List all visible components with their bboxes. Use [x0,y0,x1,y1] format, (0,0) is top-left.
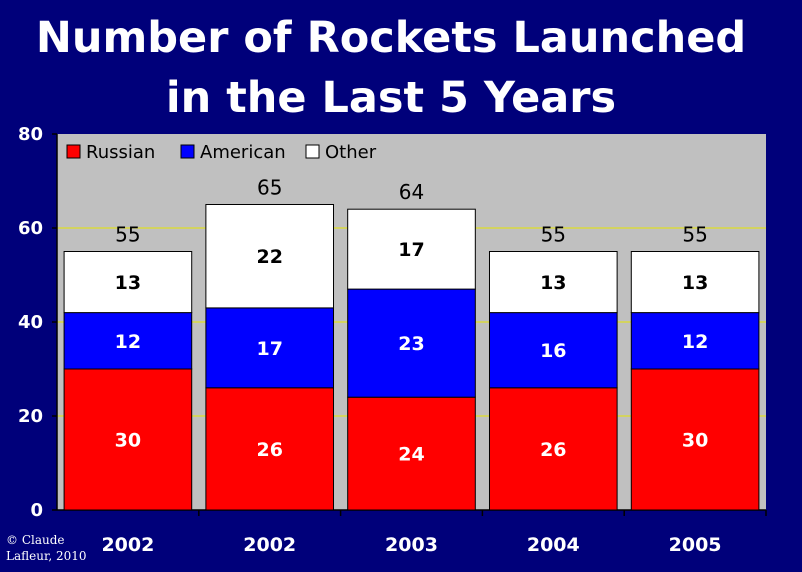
data-label-other: 22 [256,246,282,268]
x-tick-label: 2004 [527,534,580,556]
chart-title-line-2: in the Last 5 Years [165,73,617,123]
y-tick-label: 20 [18,406,43,427]
data-label-american: 16 [540,340,566,362]
bar-segment-american [630,312,760,370]
y-tick-label: 0 [30,500,43,521]
y-tick-label: 40 [18,312,43,333]
copyright-line-2: Lafleur, 2010 [6,549,87,563]
data-label-other: 17 [398,239,424,261]
legend-label-american: American [200,142,286,163]
legend-label-other: Other [325,142,377,163]
bar-segment-other [630,251,760,314]
bar-segment-russian [347,396,476,511]
total-label: 65 [257,176,282,200]
bar-segment-american [488,312,618,389]
bar-segment-russian [630,368,760,511]
copyright-line-1: © Claude [6,533,65,547]
bar-segment-other [347,208,476,290]
total-label: 64 [399,180,424,204]
total-label: 55 [115,223,140,247]
x-tick-label: 2002 [101,534,154,556]
data-label-russian: 26 [256,439,282,461]
data-label-other: 13 [540,272,566,294]
copyright-notice: © Claude Lafleur, 2010 [6,532,87,564]
bar-segment-american [63,312,193,370]
bar-segment-other [63,251,193,314]
x-tick-label: 2003 [385,534,438,556]
data-label-american: 17 [256,338,282,360]
legend-swatch-russian [66,144,81,159]
y-tick-label: 80 [18,124,43,145]
data-label-other: 13 [682,272,708,294]
chart-title-line-1: Number of Rockets Launched [35,13,747,63]
data-label-russian: 30 [115,430,141,452]
data-label-american: 23 [398,333,424,355]
x-tick-label: 2002 [243,534,296,556]
x-tick-label: 2005 [669,534,722,556]
legend-swatch-other [305,144,320,159]
bar-segment-russian [205,387,335,511]
data-label-russian: 26 [540,439,566,461]
legend-swatch-american [180,144,195,159]
bar-segment-other [488,251,618,314]
chart-title: Number of Rockets Launched in the Last 5… [0,8,782,128]
data-label-american: 12 [115,331,141,353]
bar-segment-american [205,307,335,389]
bar-segment-russian [488,387,618,511]
legend-label-russian: Russian [86,142,155,163]
bar-segment-american [347,288,476,398]
y-tick-label: 60 [18,218,43,239]
data-label-russian: 24 [398,444,424,466]
total-label: 55 [541,223,566,247]
total-label: 55 [682,223,707,247]
data-label-russian: 30 [682,430,708,452]
data-label-american: 12 [682,331,708,353]
bar-segment-other [205,204,335,309]
data-label-other: 13 [115,272,141,294]
